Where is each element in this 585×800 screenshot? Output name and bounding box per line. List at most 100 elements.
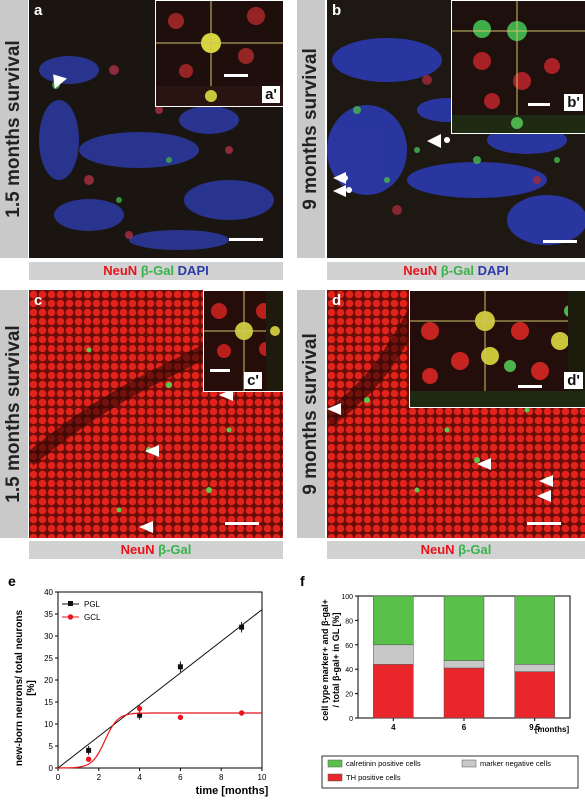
e-point-pgl-3: [239, 624, 245, 630]
panel-label-f: f: [300, 573, 305, 589]
f-bar-1-1: [443, 660, 485, 669]
f-legend-label-0: calretinin positive cells: [346, 759, 421, 768]
e-ytick-label-4: 20: [44, 676, 53, 685]
scale-bar-c: [225, 522, 259, 525]
e-point-gcl-3: [238, 710, 245, 716]
f-ytick-label-1: 20: [345, 692, 353, 699]
inset-label-d: d': [564, 372, 583, 389]
e-ylabel-2: [%]: [26, 680, 37, 696]
survival-label-b: 9 months survival: [300, 48, 321, 210]
e-xlabel: time [months]: [196, 785, 269, 797]
micrograph-b: b b': [327, 0, 585, 258]
caption-d: NeuN β-Gal: [327, 541, 585, 559]
caption-neun-d: NeuN: [420, 542, 455, 557]
e-ytick-label-8: 40: [44, 588, 53, 597]
e-ytick-label-7: 35: [44, 610, 53, 619]
caption-neun-a: NeuN: [103, 263, 138, 278]
scale-bar-inset-b: [528, 103, 550, 106]
f-ytick-label-3: 60: [345, 643, 353, 650]
chart-e: e 0 2 4 6 8 10 0 5 10 15 20 25 30 35 40 PGL GCL new-bor…: [8, 573, 269, 797]
caption-a: NeuN β-Gal DAPI: [29, 262, 283, 280]
f-ytick-label-4: 80: [345, 618, 353, 625]
f-ytick-label-0: 0: [349, 716, 353, 723]
caption-bgal-b: β-Gal: [440, 263, 475, 278]
f-xtick-label-2: 9.5: [529, 723, 541, 732]
f-x-unit: [months]: [535, 725, 570, 734]
f-ylabel-2: / total β-gal+ in GL [%]: [331, 612, 341, 707]
caption-neun-b: NeuN: [403, 263, 438, 278]
survival-label-d: 9 months survival: [300, 333, 321, 495]
f-bar-1-2: [443, 595, 485, 661]
caption-bgal-d: β-Gal: [458, 542, 492, 557]
panel-label-e: e: [8, 573, 16, 589]
e-point-gcl-2: [177, 714, 184, 721]
e-xtick-label-2: 4: [137, 773, 142, 782]
e-ylabel-1: new-born neurons/ total neurons: [14, 610, 25, 767]
caption-c: NeuN β-Gal: [29, 541, 283, 559]
e-xtick-label-1: 2: [97, 773, 102, 782]
e-ytick-label-2: 10: [44, 720, 53, 729]
arrow-d-3: [539, 475, 553, 487]
f-bar-2-2: [514, 595, 555, 665]
arrow-d-4: [537, 490, 551, 502]
caption-dapi-a: DAPI: [177, 263, 209, 278]
inset-a: a': [155, 0, 283, 107]
arrow-d-1: [327, 403, 341, 415]
micrograph-d: d d': [327, 290, 585, 538]
micrograph-a: a a': [29, 0, 283, 258]
e-legend-label-pgl: PGL: [84, 600, 101, 609]
f-bar-2-0: [514, 671, 555, 719]
panel-label-b: b: [332, 2, 342, 19]
f-bar-0-2: [373, 595, 414, 646]
caption-neun-c: NeuN: [120, 542, 155, 557]
arrow-b-1: [427, 134, 441, 148]
caption-bgal-c: β-Gal: [158, 542, 192, 557]
f-legend-swatch-0: [327, 759, 343, 768]
e-xtick-label-0: 0: [56, 773, 61, 782]
scale-bar-inset-a: [224, 74, 248, 77]
sidebar-b: 9 months survival: [297, 0, 325, 258]
panel-label-a: a: [34, 2, 43, 19]
inset-c: c': [203, 290, 283, 392]
f-bar-2-1: [514, 664, 555, 672]
sidebar-a: 1.5 months survival: [0, 0, 28, 258]
arrow-c-2: [145, 445, 159, 457]
f-bar-0-0: [373, 664, 414, 719]
inset-label-a: a': [262, 86, 280, 103]
f-bar-0-1: [373, 644, 414, 665]
arrow-b-2: [333, 172, 346, 184]
arrow-c-3: [139, 521, 153, 533]
panel-label-c: c: [34, 292, 43, 309]
e-point-pgl-0: [86, 747, 92, 753]
chart-f: f 0 20 40 60 80 100 4 6 9.5 cell type marker+ an…: [300, 573, 579, 789]
f-ytick-label-5: 100: [341, 594, 353, 601]
scale-bar-d: [527, 522, 561, 525]
f-legend-swatch-1: [461, 759, 477, 768]
e-ytick-label-1: 5: [49, 742, 54, 751]
arrow-d-2: [477, 458, 491, 470]
inset-label-b: b': [564, 94, 583, 111]
e-xtick-label-5: 10: [258, 773, 267, 782]
e-xtick-label-4: 8: [219, 773, 224, 782]
f-ylabel-1: cell type marker+ and β-gal+: [320, 599, 330, 721]
scale-bar-inset-c: [210, 369, 230, 372]
scale-bar-b: [543, 240, 577, 243]
f-legend-swatch-2: [327, 773, 343, 782]
caption-bgal-a: β-Gal: [140, 263, 175, 278]
arrow-c-1: [219, 389, 233, 401]
e-point-pgl-2: [177, 664, 183, 670]
e-fit-pgl: [57, 609, 263, 769]
arrow-b-3: [333, 185, 346, 197]
f-ytick-label-2: 40: [345, 667, 353, 674]
panel-label-d: d: [332, 292, 342, 309]
f-legend-box: [321, 755, 579, 789]
sidebar-d: 9 months survival: [297, 290, 325, 538]
sidebar-c: 1.5 months survival: [0, 290, 28, 538]
survival-label-a: 1.5 months survival: [3, 40, 24, 218]
e-point-pgl-1: [137, 712, 143, 718]
e-xtick-label-3: 6: [178, 773, 183, 782]
e-fit-gcl: [58, 712, 262, 769]
f-xtick-label-1: 6: [462, 723, 467, 732]
e-ytick-label-6: 30: [44, 632, 53, 641]
scale-bar-a: [229, 238, 263, 241]
